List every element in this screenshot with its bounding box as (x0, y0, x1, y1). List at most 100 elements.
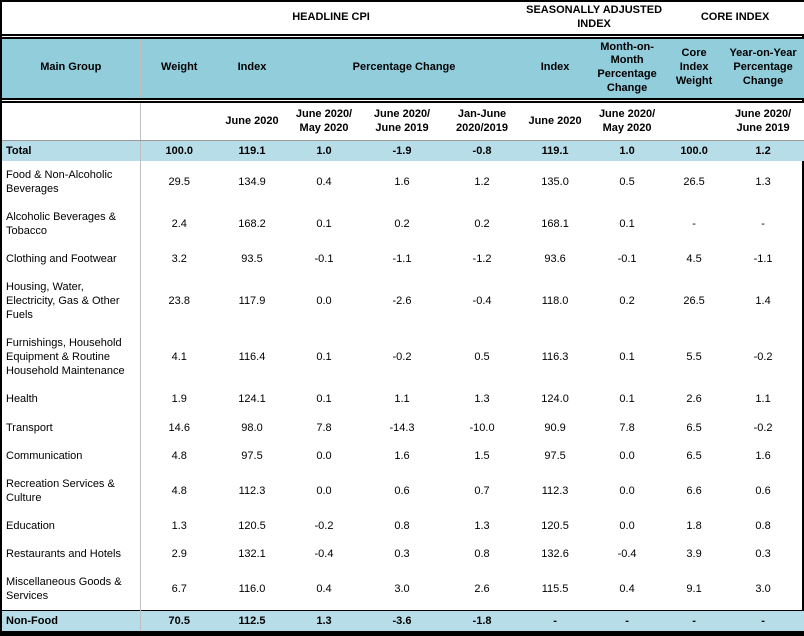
value-cell: 0.2 (619, 295, 635, 308)
value-cell: 116.4 (238, 351, 266, 364)
value-cell: 0.6 (394, 484, 410, 497)
value-cell: 117.9 (238, 295, 266, 308)
value-cell: 132.1 (238, 547, 266, 560)
subheader-june-2020: June 2020 (218, 100, 286, 141)
value-cell: 168.2 (238, 217, 266, 230)
value-cell: 1.2 (722, 140, 804, 161)
table-row: Clothing and Footwear 3.2 93.5 -0.1 -1.1 -1.2… (2, 244, 804, 273)
value-cell: 0.6 (755, 484, 771, 497)
value-cell: 112.5 (218, 610, 286, 635)
row-label: Restaurants and Hotels (2, 539, 141, 568)
value-cell: 6.5 (686, 449, 702, 462)
value-cell: 0.1 (619, 351, 635, 364)
value-cell: 26.5 (683, 295, 705, 308)
value-cell: 124.1 (238, 393, 266, 406)
value-cell: -0.8 (442, 140, 523, 161)
value-cell: 93.5 (241, 252, 263, 265)
value-cell: 29.5 (168, 175, 190, 188)
header-percentage-change: Percentage Change (286, 36, 523, 103)
table-row: Alcoholic Beverages & Tobacco 2.4 168.2 0.1… (2, 202, 804, 245)
value-cell: 0.2 (394, 217, 410, 230)
row-label: Food & Non-Alcoholic Beverages (2, 160, 141, 203)
table-body: Total 100.0 119.1 1.0 -1.9 -0.8 119.1 1.0 100.0 1… (2, 140, 804, 635)
value-cell: -0.2 (753, 351, 773, 364)
value-cell: -0.2 (314, 519, 334, 532)
subheader-blank-main-group (2, 100, 141, 141)
value-cell: -0.4 (314, 547, 334, 560)
value-cell: 132.6 (541, 547, 569, 560)
subheader-sa-june-2020: June 2020 (522, 100, 589, 141)
section-header-row: HEADLINE CPI SEASONALLY ADJUSTED INDEX C… (2, 2, 804, 39)
value-cell: 26.5 (683, 175, 705, 188)
value-cell: 1.0 (588, 140, 667, 161)
value-cell: -0.2 (753, 421, 773, 434)
value-cell: 0.0 (619, 519, 635, 532)
value-cell: 0.0 (316, 295, 332, 308)
value-cell: 14.6 (168, 421, 190, 434)
row-label: Transport (2, 413, 141, 442)
value-cell: - (666, 610, 723, 635)
header-core-index-weight: Core Index Weight (666, 36, 723, 103)
header-year-on-year-change: Year-on-Year Percentage Change (722, 36, 804, 103)
value-cell: 9.1 (686, 583, 702, 596)
value-cell: -3.6 (362, 610, 442, 635)
row-label: Communication (2, 441, 141, 470)
value-cell: -0.4 (472, 295, 492, 308)
value-cell: 90.9 (544, 421, 566, 434)
value-cell: 1.3 (286, 610, 362, 635)
table-row: Restaurants and Hotels 2.9 132.1 -0.4 0.3 0.8… (2, 539, 804, 568)
value-cell: 100.0 (140, 140, 218, 161)
header-index: Index (218, 36, 286, 103)
value-cell: 1.3 (474, 519, 490, 532)
value-cell: - (761, 217, 765, 230)
row-label: Education (2, 511, 141, 540)
value-cell: 0.2 (474, 217, 490, 230)
value-cell: 0.0 (619, 449, 635, 462)
value-cell: -2.6 (392, 295, 412, 308)
table-row: Housing, Water, Electricity, Gas & Other… (2, 272, 804, 330)
value-cell: -1.9 (362, 140, 442, 161)
value-cell: 0.5 (619, 175, 635, 188)
row-label: Clothing and Footwear (2, 244, 141, 273)
value-cell: 1.9 (171, 393, 187, 406)
table-row: Food & Non-Alcoholic Beverages 29.5 134.9 0… (2, 160, 804, 203)
value-cell: 1.6 (394, 449, 410, 462)
header-headline-cpi: HEADLINE CPI (140, 2, 523, 39)
value-cell: 0.5 (474, 351, 490, 364)
value-cell: 1.6 (394, 175, 410, 188)
value-cell: -0.1 (617, 252, 637, 265)
table-header: HEADLINE CPI SEASONALLY ADJUSTED INDEX C… (2, 2, 804, 141)
value-cell: - (522, 610, 589, 635)
value-cell: 0.0 (619, 484, 635, 497)
value-cell: 0.8 (394, 519, 410, 532)
value-cell: 0.1 (619, 217, 635, 230)
value-cell: 5.5 (686, 351, 702, 364)
value-cell: 134.9 (238, 175, 266, 188)
subheader-june2020-may2020: June 2020/ May 2020 (286, 100, 362, 141)
value-cell: 119.1 (218, 140, 286, 161)
value-cell: 6.7 (171, 583, 187, 596)
value-cell: -1.2 (472, 252, 492, 265)
value-cell: 97.5 (241, 449, 263, 462)
value-cell: 0.8 (755, 519, 771, 532)
value-cell: 7.8 (619, 421, 635, 434)
value-cell: 1.5 (474, 449, 490, 462)
header-main-group: Main Group (2, 36, 141, 103)
table-row: Education 1.3 120.5 -0.2 0.8 1.3 120.5 0.0 1.8 0.… (2, 511, 804, 540)
value-cell: 97.5 (544, 449, 566, 462)
value-cell: 1.8 (686, 519, 702, 532)
value-cell: 100.0 (666, 140, 723, 161)
value-cell: 115.5 (541, 583, 569, 596)
value-cell: 0.1 (316, 351, 332, 364)
row-label: Recreation Services & Culture (2, 469, 141, 512)
value-cell: 93.6 (544, 252, 566, 265)
value-cell: - (722, 610, 804, 635)
header-month-on-month-change: Month-on-Month Percentage Change (588, 36, 667, 103)
value-cell: 6.6 (686, 484, 702, 497)
row-label: Furnishings, Household Equipment & Routi… (2, 329, 141, 386)
value-cell: -0.2 (392, 351, 412, 364)
value-cell: -1.1 (753, 252, 773, 265)
value-cell: 0.1 (316, 217, 332, 230)
